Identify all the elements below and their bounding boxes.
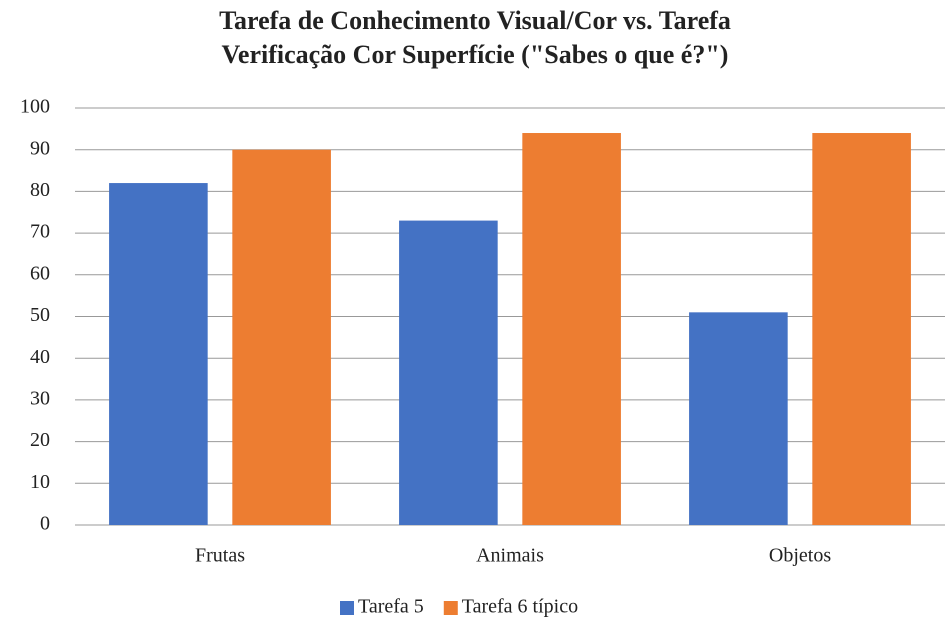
y-tick-label: 50: [30, 304, 50, 326]
x-tick-label: Animais: [476, 545, 544, 567]
y-tick-label: 60: [30, 262, 50, 284]
bar: [689, 312, 788, 525]
bar: [109, 183, 208, 525]
y-tick-label: 0: [40, 513, 50, 535]
chart-title: Tarefa de Conhecimento Visual/Cor vs. Ta…: [219, 6, 731, 69]
y-tick-label: 90: [30, 137, 50, 159]
y-tick-label: 20: [30, 429, 50, 451]
y-tick-label: 30: [30, 387, 50, 409]
bar: [399, 220, 498, 525]
legend-swatch: [340, 601, 354, 615]
legend-swatch: [443, 601, 458, 615]
x-tick-label: Objetos: [769, 545, 831, 567]
y-tick-label: 70: [30, 221, 50, 243]
bar: [812, 133, 911, 525]
y-tick-label: 80: [30, 179, 50, 201]
y-tick-label: 10: [30, 471, 50, 493]
y-tick-label: 40: [30, 346, 50, 368]
bar: [232, 149, 331, 525]
legend-label: Tarefa 5: [358, 596, 424, 618]
bar: [522, 133, 621, 525]
y-tick-label: 100: [20, 96, 50, 118]
x-tick-label: Frutas: [195, 545, 245, 567]
legend-label: Tarefa 6 típico: [462, 596, 578, 618]
